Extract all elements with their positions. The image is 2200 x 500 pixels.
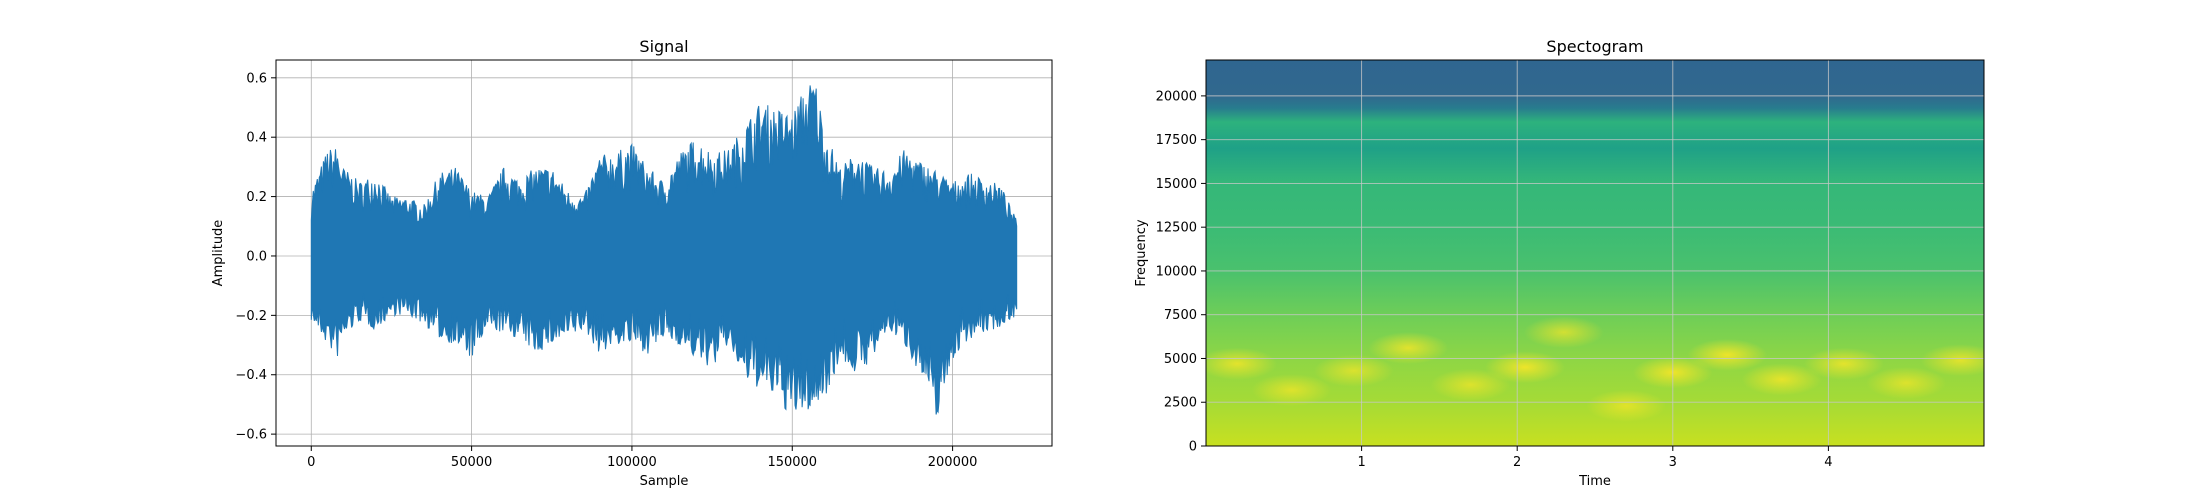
signal-y-tick-label: −0.4: [235, 368, 267, 383]
spectrogram-x-tick-label: 1: [1357, 455, 1365, 470]
spectrogram-y-ticks: 0 2500 5000 7500 10000 12500 15000 17500 20000: [1156, 89, 1206, 455]
spectrogram-energy-blob: [1206, 347, 1278, 380]
spectrogram-title: Spectogram: [1546, 37, 1643, 56]
spectrogram-y-tick-label: 12500: [1156, 221, 1197, 236]
spectrogram-y-tick-label: 5000: [1164, 352, 1197, 367]
signal-y-tick-label: 0.2: [246, 190, 267, 205]
signal-y-tick-label: 0.4: [246, 131, 267, 146]
spectrogram-axes-frame: [1205, 59, 1985, 447]
signal-chart: 0 50000 100000 150000 200000 −0.6 −0.4 −0.2 0.0…: [211, 37, 1053, 489]
spectrogram-energy-blob: [1586, 389, 1667, 422]
spectrogram-energy-blob: [1866, 366, 1947, 399]
spectrogram-y-tick-label: 7500: [1164, 308, 1197, 323]
spectrogram-x-tick-label: 4: [1824, 455, 1832, 470]
signal-y-axis-label: Amplitude: [211, 220, 226, 287]
signal-y-ticks: −0.6 −0.4 −0.2 0.0 0.2 0.4 0.6: [235, 71, 276, 443]
spectrogram-energy-blob: [1313, 354, 1394, 387]
signal-y-tick-label: 0.6: [246, 71, 267, 86]
spectrogram-energy-blob: [1920, 344, 1984, 377]
signal-y-tick-label: 0.0: [246, 249, 267, 264]
spectrogram-chart: 1 2 3 4 0 2500 5000 7500 10000 12500 15000 17500 20…: [1134, 37, 1985, 489]
spectrogram-energy-blob: [1687, 338, 1768, 371]
spectrogram-y-axis-label: Frequency: [1134, 219, 1149, 286]
signal-x-axis-label: Sample: [640, 474, 689, 489]
signal-x-tick-label: 0: [307, 455, 315, 470]
spectrogram-energy-blob: [1484, 351, 1565, 384]
signal-x-tick-label: 150000: [767, 455, 817, 470]
spectrogram-y-tick-label: 10000: [1156, 264, 1197, 279]
spectrogram-y-tick-label: 20000: [1156, 89, 1197, 104]
spectrogram-y-tick-label: 15000: [1156, 177, 1197, 192]
spectrogram-x-ticks: 1 2 3 4: [1357, 446, 1833, 470]
spectrogram-energy-blob: [1368, 331, 1449, 364]
signal-x-ticks: 0 50000 100000 150000 200000: [307, 446, 977, 470]
spectrogram-energy-blob: [1803, 347, 1884, 380]
spectrogram-energy-blob: [1251, 373, 1332, 406]
spectrogram-y-tick-label: 17500: [1156, 133, 1197, 148]
spectrogram-x-tick-label: 3: [1669, 455, 1677, 470]
spectrogram-energy-blob: [1741, 363, 1822, 396]
signal-axes-frame: [275, 59, 1053, 447]
spectrogram-y-tick-label: 2500: [1164, 396, 1197, 411]
spectrogram-y-tick-label: 0: [1189, 440, 1197, 455]
signal-waveform: [310, 85, 1018, 415]
signal-title: Signal: [639, 37, 688, 56]
signal-x-tick-label: 50000: [451, 455, 492, 470]
signal-y-tick-label: −0.6: [235, 428, 267, 443]
signal-y-tick-label: −0.2: [235, 309, 267, 324]
spectrogram-energy-regions: [1206, 316, 1984, 422]
spectrogram-x-axis-label: Time: [1578, 474, 1611, 489]
signal-x-tick-label: 200000: [928, 455, 978, 470]
spectrogram-energy-blob: [1430, 368, 1511, 401]
signal-x-tick-label: 100000: [607, 455, 657, 470]
spectrogram-x-tick-label: 2: [1513, 455, 1521, 470]
spectrogram-energy-blob: [1523, 316, 1604, 349]
